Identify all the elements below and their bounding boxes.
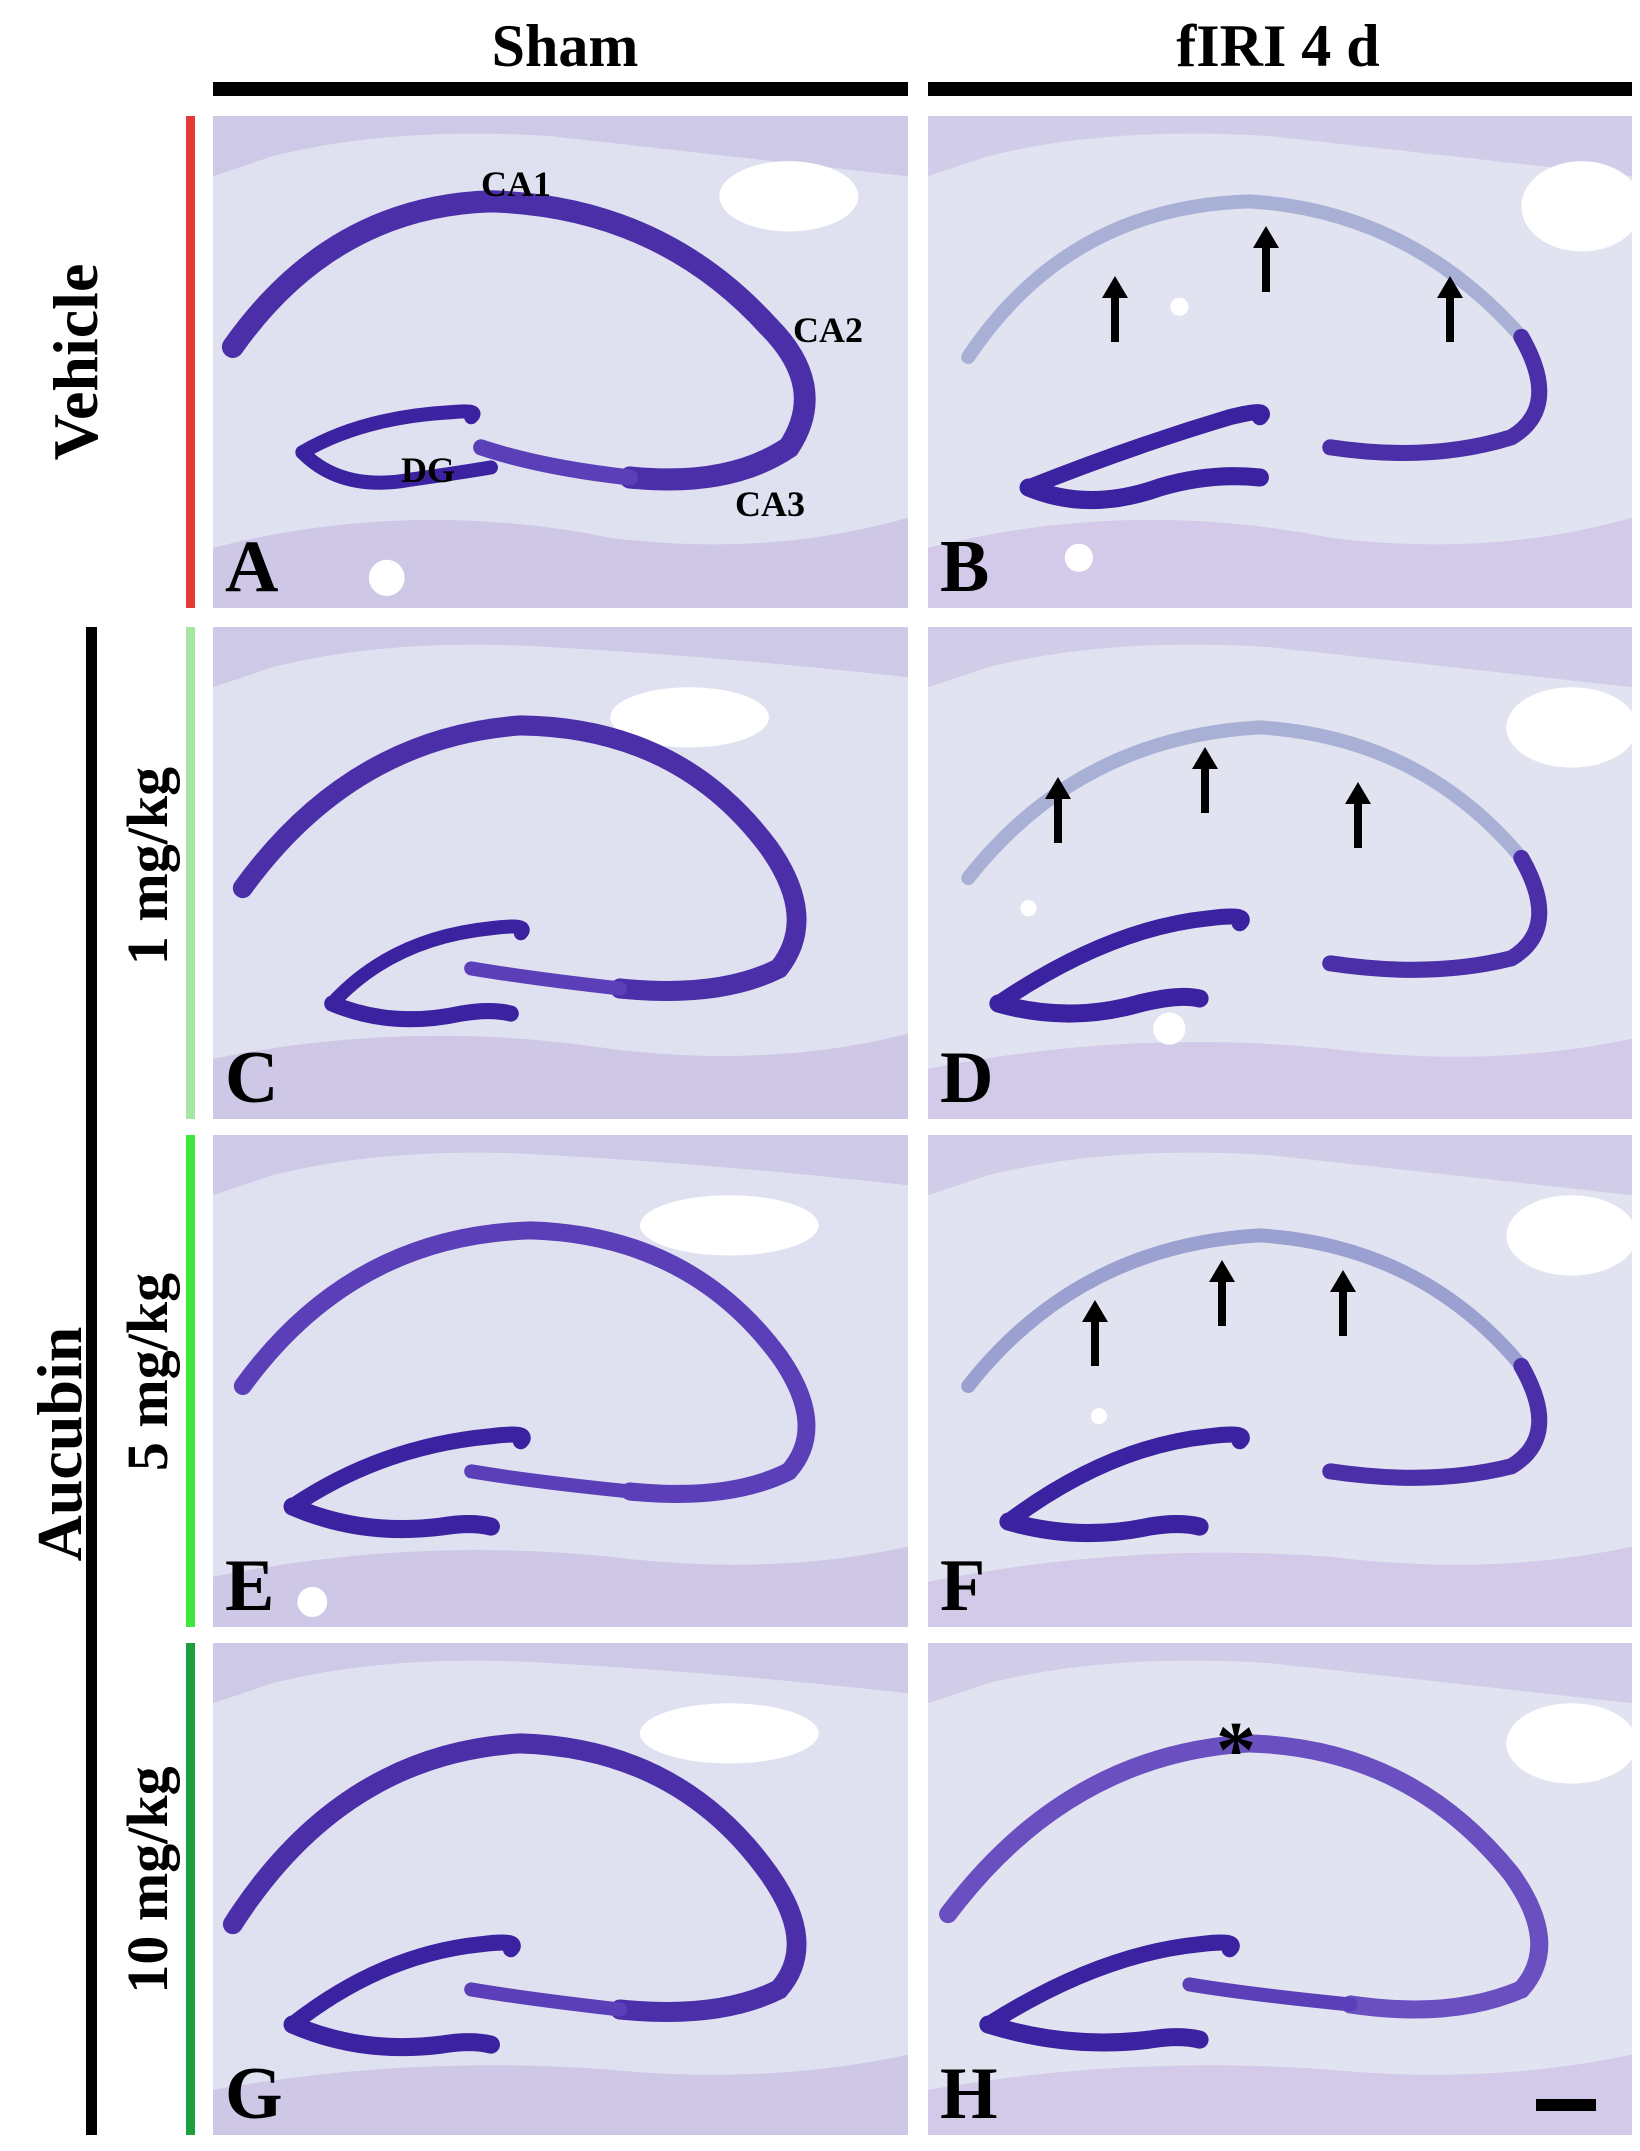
arrow-icon [1192,747,1218,813]
asterisk-marker: * [1216,1707,1256,1795]
hippocampus-section-image [928,1643,1632,2135]
micrograph-panel-f: F [928,1135,1632,1627]
arrow-icon [1045,777,1071,843]
panel-label-e: E [225,1545,275,1627]
hippocampus-section-image [213,116,908,608]
scale-bar [1536,2099,1596,2111]
arrow-icon [1437,276,1463,342]
aucubin-bracket-line [86,627,97,2135]
column-bar-firi [928,82,1632,96]
region-label-ca2: CA2 [793,310,863,350]
region-label-dg: DG [401,450,455,490]
row-label-vehicle: Vehicle [40,263,111,461]
region-label-ca3: CA3 [735,484,805,524]
column-bar-sham [213,82,908,96]
row-color-bar-5mgkg [186,1135,195,1627]
row-color-bar-10mgkg [186,1643,195,2135]
micrograph-panel-g: G [213,1643,908,2135]
row-label-5mgkg: 5 mg/kg [115,1272,180,1472]
micrograph-panel-d: D [928,627,1632,1119]
micrograph-panel-b: B [928,116,1632,608]
row-color-bar-vehicle [186,116,195,608]
panel-label-b: B [940,526,990,608]
hippocampus-section-image [213,627,908,1119]
arrow-icon [1330,1270,1356,1336]
row-label-aucubin: Aucubin [24,1326,95,1562]
arrow-icon [1209,1260,1235,1326]
micrograph-panel-e: E [213,1135,908,1627]
row-color-bar-1mgkg [186,627,195,1119]
hippocampus-section-image [213,1643,908,2135]
micrograph-panel-c: C [213,627,908,1119]
arrow-icon [1253,226,1279,292]
column-header-sham: Sham [491,13,639,79]
arrow-icon [1102,276,1128,342]
micrograph-panel-a: CA1 CA2 CA3 DG A [213,116,908,608]
column-header-firi: fIRI 4 d [1176,13,1380,79]
panel-label-c: C [225,1037,279,1119]
row-label-10mgkg: 10 mg/kg [115,1766,180,1994]
hippocampus-section-image [928,1135,1632,1627]
hippocampus-section-image [928,627,1632,1119]
region-label-ca1: CA1 [481,164,551,204]
arrow-icon [1345,782,1371,848]
panel-label-h: H [940,2053,998,2135]
panel-label-d: D [940,1037,994,1119]
panel-label-g: G [225,2053,283,2135]
arrow-icon [1082,1300,1108,1366]
hippocampus-section-image [928,116,1632,608]
hippocampus-section-image [213,1135,908,1627]
panel-label-a: A [225,526,279,608]
micrograph-panel-h: * H [928,1643,1632,2135]
row-label-1mgkg: 1 mg/kg [115,766,180,966]
panel-label-f: F [940,1545,986,1627]
